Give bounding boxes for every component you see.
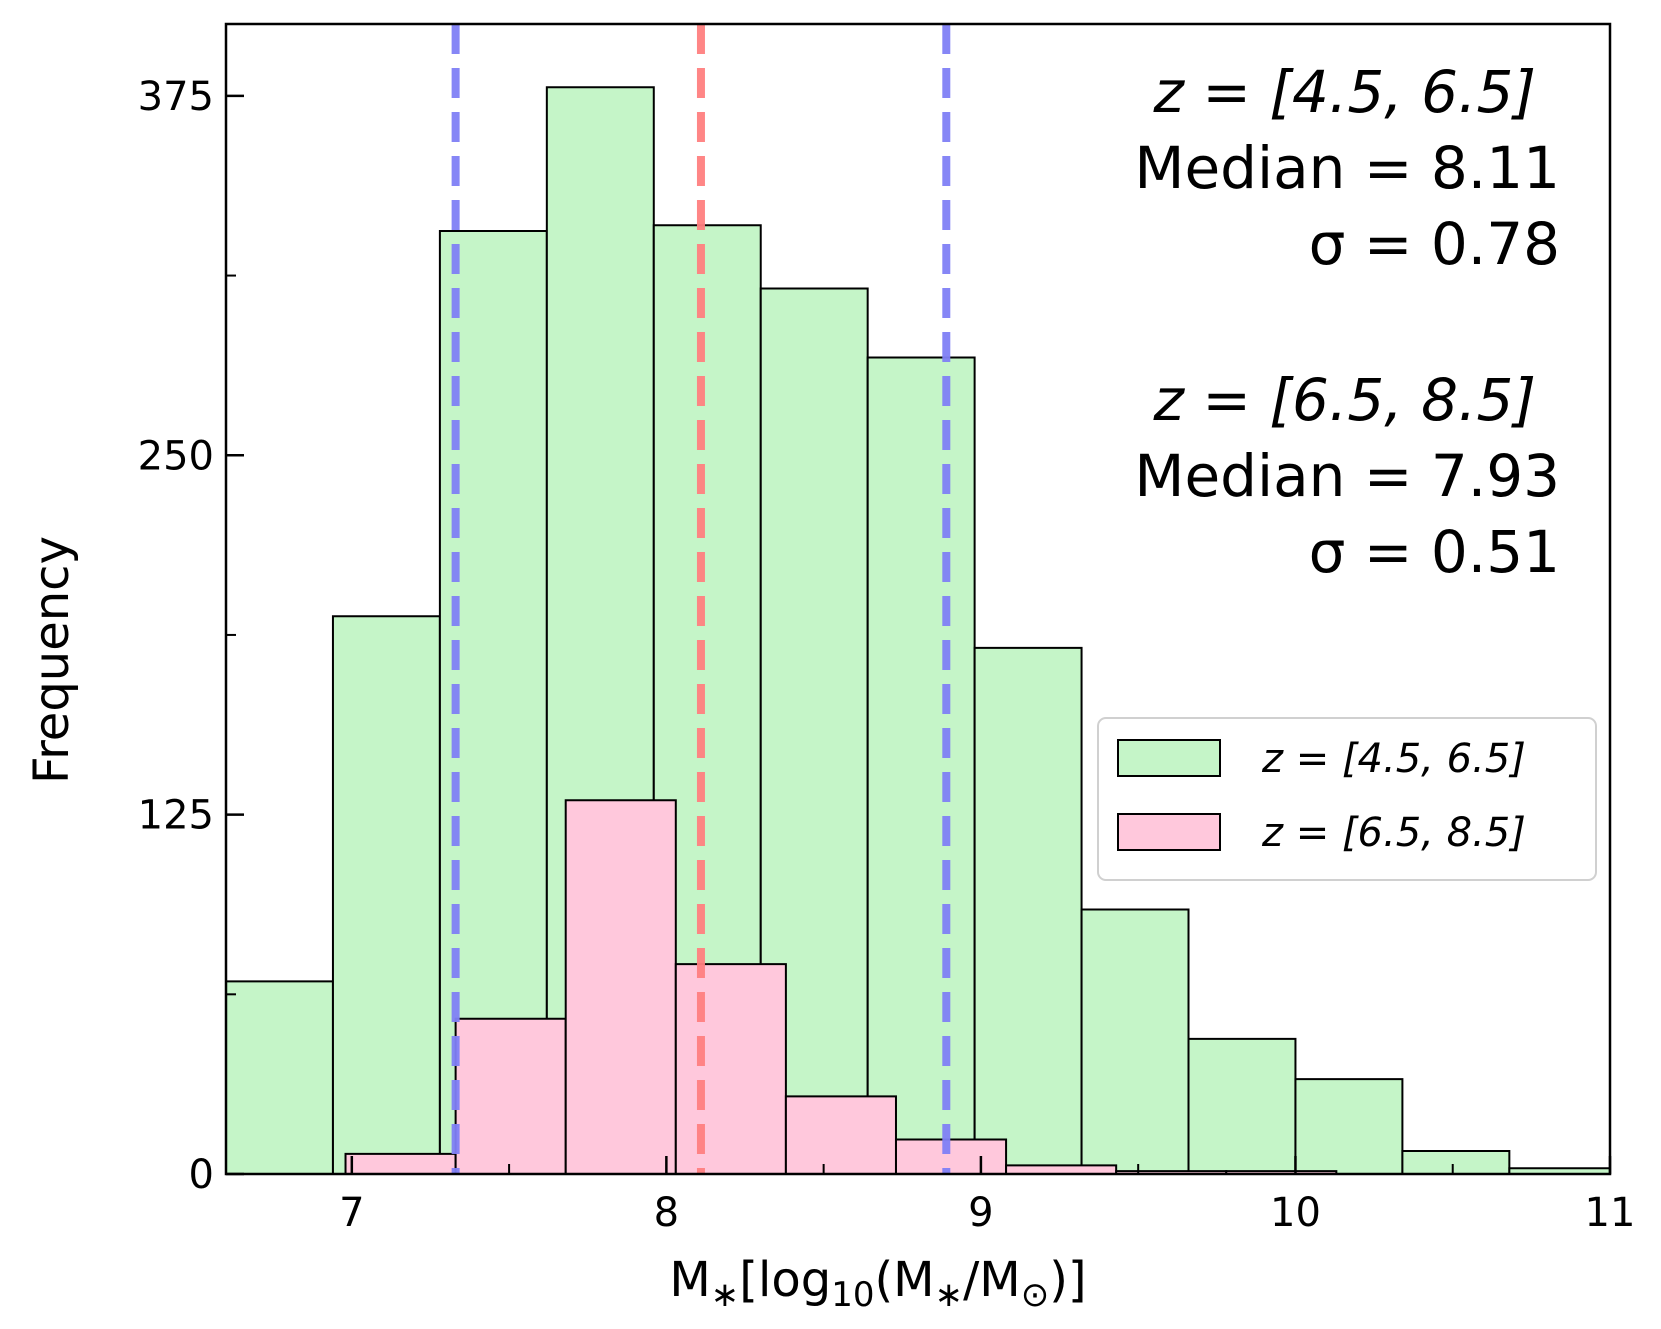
- legend-label-series-1: z = [4.5, 6.5]: [1261, 736, 1526, 782]
- y-axis-title: Frequency: [24, 536, 80, 784]
- x-tick-label: 9: [968, 1190, 993, 1236]
- x-axis-title-sub10: 10: [831, 1275, 874, 1315]
- group2-label: z = [6.5, 8.5]: [1152, 366, 1536, 434]
- bar-series-2-bin-2: [454, 1017, 567, 1175]
- bar-series-2-bin-1: [344, 1152, 457, 1175]
- y-tick-label: 0: [189, 1152, 214, 1198]
- bar-series-2-bin-3: [564, 799, 677, 1175]
- x-axis-title-slash: /M: [963, 1252, 1021, 1308]
- bar-series-1-bin-8: [973, 646, 1083, 1175]
- group1-median: Median = 8.11: [1134, 134, 1560, 202]
- bar-series-2-bin-7: [1005, 1164, 1118, 1175]
- x-axis-title-sub1: ∗: [711, 1275, 740, 1315]
- legend-swatch-series-2: [1117, 813, 1221, 851]
- bars-layer: [225, 86, 1612, 1175]
- y-tick-label: 125: [138, 793, 214, 839]
- bar-series-1-bin-9: [1080, 908, 1190, 1175]
- legend: z = [4.5, 6.5] z = [6.5, 8.5]: [1097, 717, 1597, 881]
- group1-sigma: σ = 0.78: [1309, 210, 1560, 278]
- x-axis-title-open: [log: [739, 1252, 831, 1308]
- group2-sigma: σ = 0.51: [1309, 518, 1560, 586]
- bar-series-1-bin-12: [1401, 1150, 1511, 1175]
- bar-series-2-bin-5: [784, 1095, 897, 1175]
- x-axis-title-close: )]: [1049, 1252, 1086, 1308]
- annotation-block: z = [4.5, 6.5] Median = 8.11 σ = 0.78 z …: [1134, 58, 1560, 586]
- bar-series-1-bin-10: [1187, 1037, 1297, 1175]
- vlines-layer: [451, 24, 951, 1174]
- bar-series-1-bin-2: [331, 615, 441, 1175]
- bar-series-2-bin-6: [894, 1138, 1008, 1175]
- x-axis-title-sun: ⊙: [1021, 1275, 1050, 1315]
- legend-label-series-2: z = [6.5, 8.5]: [1261, 810, 1526, 856]
- bar-series-1-bin-7: [866, 356, 976, 1175]
- x-axis-title: M∗[log10(M∗/M⊙)]: [669, 1252, 1086, 1315]
- legend-swatch-series-1: [1117, 739, 1221, 777]
- x-tick-label: 11: [1585, 1190, 1636, 1236]
- x-axis-title-m2: (M: [874, 1252, 934, 1308]
- x-tick-label: 10: [1270, 1190, 1321, 1236]
- group2-median: Median = 7.93: [1134, 442, 1560, 510]
- x-axis-title-sub2: ∗: [935, 1275, 964, 1315]
- y-tick-label: 375: [138, 74, 214, 120]
- x-axis-title-m1: M: [669, 1252, 710, 1308]
- group1-label: z = [4.5, 6.5]: [1152, 58, 1536, 126]
- x-tick-label: 8: [654, 1190, 679, 1236]
- y-tick-label: 250: [138, 433, 214, 479]
- bar-series-2-bin-4: [674, 963, 787, 1175]
- legend-box: [1097, 717, 1597, 881]
- plot-frame: [224, 22, 1612, 1176]
- axes-layer: 7 8 9 10 11 0 125 250 375: [138, 22, 1636, 1236]
- bar-series-1-bin-11: [1294, 1078, 1404, 1175]
- x-tick-label: 7: [339, 1190, 364, 1236]
- bar-series-1-bin-1: [225, 980, 334, 1175]
